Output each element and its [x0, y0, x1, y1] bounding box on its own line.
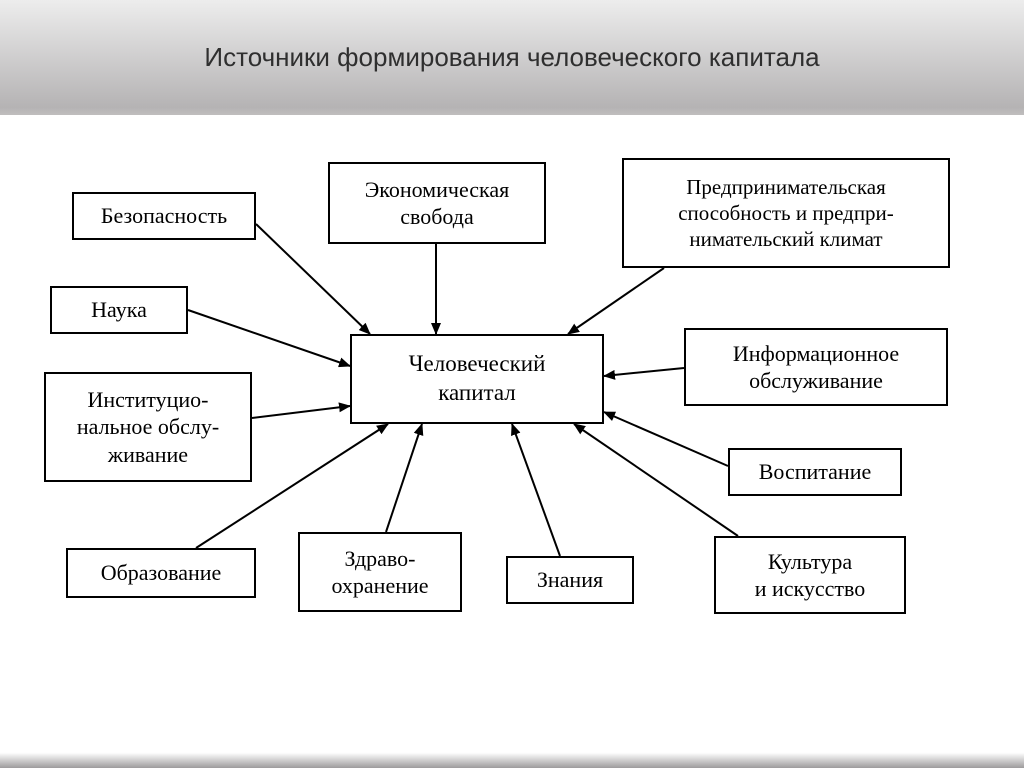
- node-culture: Культураи искусство: [714, 536, 906, 614]
- node-upbringing: Воспитание: [728, 448, 902, 496]
- edge-n_know: [512, 424, 560, 556]
- diagram-canvas: Человеческийкапитал Экономическаясвобода…: [8, 118, 1016, 750]
- node-info: Информационноеобслуживание: [684, 328, 948, 406]
- node-center: Человеческийкапитал: [350, 334, 604, 424]
- node-institution: Институцио-нальное обслу-живание: [44, 372, 252, 482]
- slide: Источники формирования человеческого кап…: [0, 0, 1024, 768]
- node-entrepreneur: Предпринимательскаяспособность и предпри…: [622, 158, 950, 268]
- edge-n_info: [604, 368, 684, 376]
- page-title: Источники формирования человеческого кап…: [0, 42, 1024, 73]
- node-science: Наука: [50, 286, 188, 334]
- edge-n_ml: [188, 310, 350, 366]
- node-knowledge: Знания: [506, 556, 634, 604]
- node-education: Образование: [66, 548, 256, 598]
- edge-n_vosp: [604, 412, 728, 466]
- node-security: Безопасность: [72, 192, 256, 240]
- node-health: Здраво-охранение: [298, 532, 462, 612]
- edge-n_health: [386, 424, 422, 532]
- edge-n_tr: [568, 268, 664, 334]
- edge-n_bl: [252, 406, 350, 418]
- node-top: Экономическаясвобода: [328, 162, 546, 244]
- edge-n_art: [574, 424, 738, 536]
